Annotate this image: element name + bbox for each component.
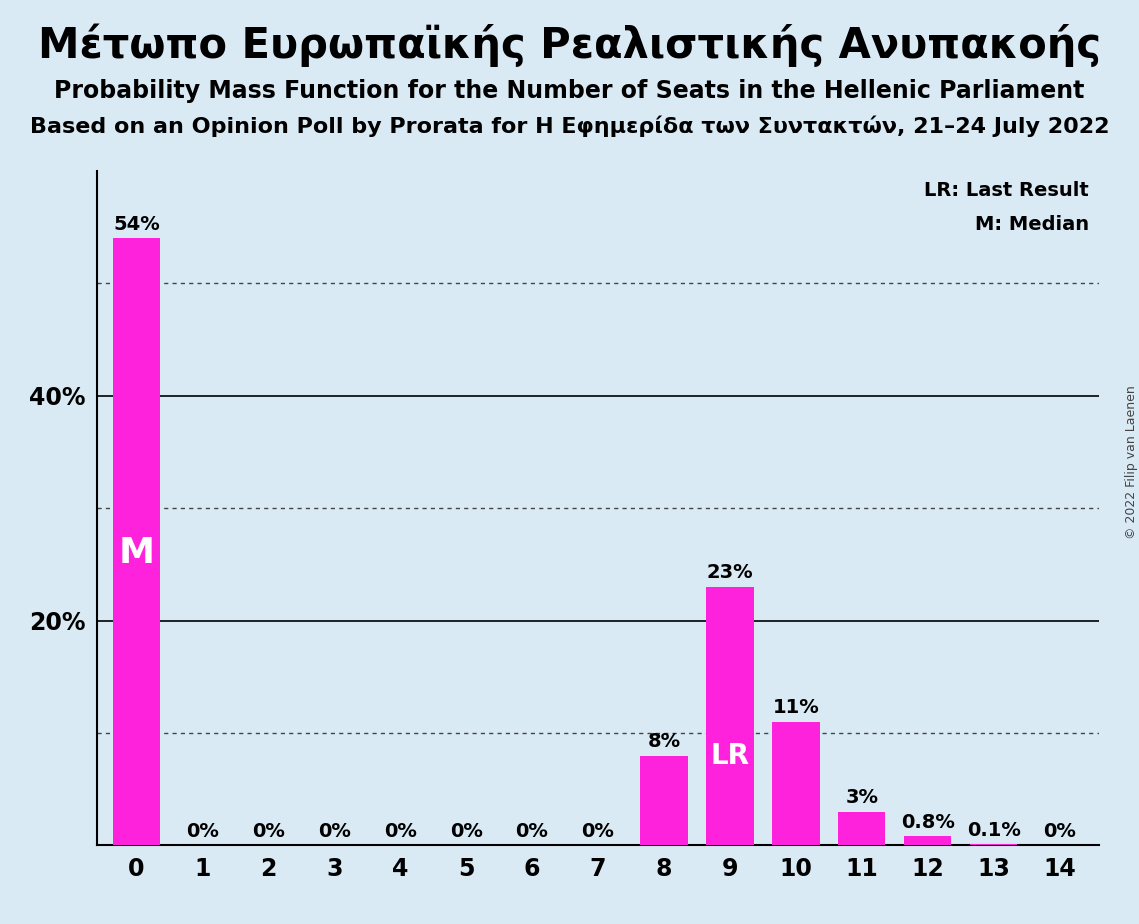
Text: 0%: 0%	[318, 822, 351, 841]
Text: 0%: 0%	[450, 822, 483, 841]
Text: M: Median: M: Median	[975, 214, 1089, 234]
Text: Μέτωπο Ευρωπαϊκής Ρεαλιστικής Ανυπακοής: Μέτωπο Ευρωπαϊκής Ρεαλιστικής Ανυπακοής	[38, 23, 1101, 67]
Bar	[640, 756, 688, 845]
Bar	[706, 587, 754, 845]
Text: LR: LR	[711, 742, 749, 770]
Bar	[904, 836, 951, 845]
Text: © 2022 Filip van Laenen: © 2022 Filip van Laenen	[1124, 385, 1138, 539]
Text: 0.1%: 0.1%	[967, 821, 1021, 840]
Text: 11%: 11%	[772, 699, 819, 717]
Text: 0%: 0%	[516, 822, 549, 841]
Text: 3%: 3%	[845, 788, 878, 808]
Text: LR: Last Result: LR: Last Result	[925, 181, 1089, 201]
Bar	[113, 238, 161, 845]
Text: 0.8%: 0.8%	[901, 813, 954, 832]
Text: 0%: 0%	[252, 822, 285, 841]
Text: 0%: 0%	[1043, 822, 1076, 841]
Bar	[772, 722, 820, 845]
Text: 0%: 0%	[186, 822, 219, 841]
Text: 23%: 23%	[706, 564, 753, 582]
Text: M: M	[118, 536, 155, 570]
Text: 0%: 0%	[384, 822, 417, 841]
Text: 0%: 0%	[582, 822, 614, 841]
Bar	[838, 812, 885, 845]
Text: 8%: 8%	[647, 732, 680, 751]
Text: Based on an Opinion Poll by Prorata for Η Εφημερίδα των Συντακτών, 21–24 July 20: Based on an Opinion Poll by Prorata for …	[30, 116, 1109, 137]
Text: Probability Mass Function for the Number of Seats in the Hellenic Parliament: Probability Mass Function for the Number…	[55, 79, 1084, 103]
Text: 54%: 54%	[113, 215, 159, 234]
